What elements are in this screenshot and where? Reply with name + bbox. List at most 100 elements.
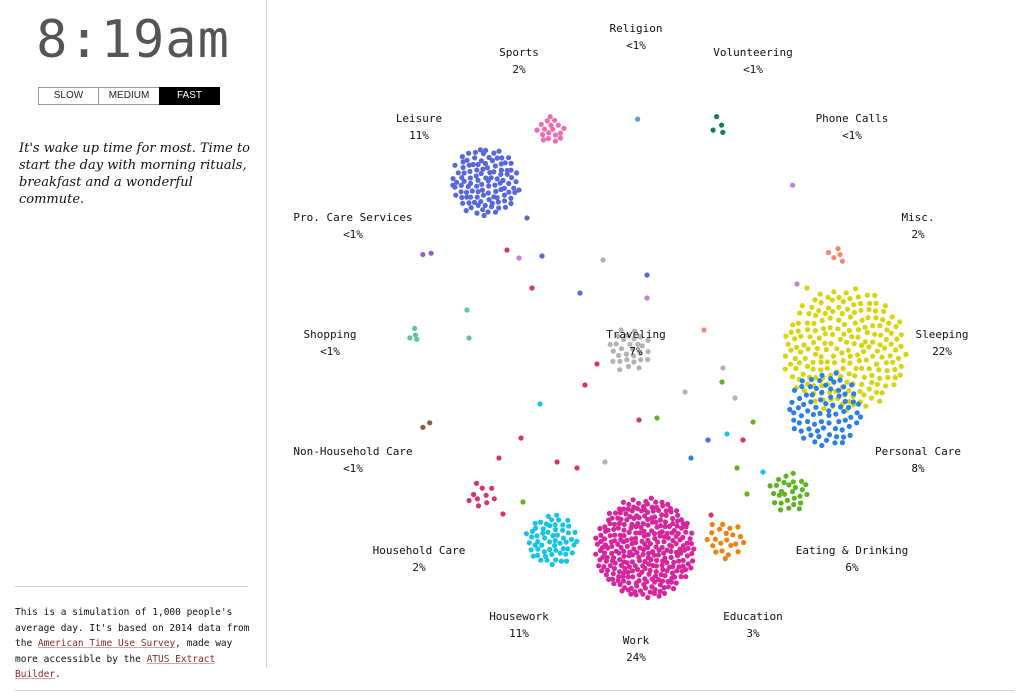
person-dot-housework xyxy=(529,528,535,535)
person-dot-work xyxy=(597,547,603,554)
person-dot-sleeping xyxy=(810,359,816,365)
person-dot-work xyxy=(649,528,655,534)
person-dot-work xyxy=(629,568,635,574)
person-dot-personal-care xyxy=(799,378,805,384)
person-dot-education xyxy=(704,537,710,543)
person-dot-traveling xyxy=(631,353,637,359)
atus-link[interactable]: American Time Use Survey xyxy=(37,638,176,649)
person-dot-personal-care xyxy=(809,392,815,398)
person-dot-personal-care xyxy=(839,440,846,446)
person-dot-sleeping xyxy=(805,346,811,352)
person-dot-sleeping xyxy=(818,354,824,360)
person-dot-leisure xyxy=(479,181,485,187)
person-dot-sleeping xyxy=(795,320,802,326)
person-dot-misc xyxy=(831,255,837,261)
person-dot-personal-care xyxy=(808,376,815,383)
person-dot-sleeping xyxy=(877,342,883,348)
person-dot-work xyxy=(649,504,655,510)
person-dot-work xyxy=(624,517,630,523)
person-dot-work xyxy=(664,530,670,536)
person-dot-sleeping xyxy=(829,297,835,303)
person-dot-sleeping xyxy=(884,368,890,374)
person-dot-sleeping xyxy=(857,388,863,395)
person-dot-leisure xyxy=(468,194,474,200)
person-dot-household-care xyxy=(489,485,495,491)
person-dot-work xyxy=(669,570,676,576)
person-dot-personal-care xyxy=(810,411,817,418)
person-dot-work xyxy=(646,561,652,567)
person-dot-work xyxy=(663,508,669,514)
person-dot-household-care xyxy=(473,480,480,486)
person-dot-work xyxy=(661,585,667,591)
person-dot-traveling xyxy=(635,341,641,347)
person-dot-leisure xyxy=(466,162,472,168)
person-dot-personal-care xyxy=(841,384,847,390)
person-dot-work xyxy=(652,579,658,585)
person-dot-housework xyxy=(569,550,575,556)
person-dot-work xyxy=(651,552,657,558)
person-dot-sleeping xyxy=(805,327,811,333)
person-dot-sleeping xyxy=(812,351,819,357)
speed-medium-button[interactable]: MEDIUM xyxy=(98,87,159,105)
speed-fast-button[interactable]: FAST xyxy=(159,87,220,105)
activity-label-shopping: Shopping <1% xyxy=(250,326,410,360)
person-dot-eating xyxy=(791,495,797,501)
person-dot-sleeping xyxy=(872,292,878,298)
activity-name: Volunteering xyxy=(713,46,793,59)
person-dot-sleeping xyxy=(897,319,903,325)
person-dot-work xyxy=(634,550,640,556)
activity-name: Traveling xyxy=(606,328,666,341)
person-dot-leisure xyxy=(480,192,487,198)
person-dot-work xyxy=(676,564,682,570)
atus-extract-builder-link[interactable]: ATUS Extract Builder xyxy=(15,653,216,681)
person-dot-work xyxy=(689,530,695,536)
person-dot-work xyxy=(674,568,680,574)
person-dot-sleeping xyxy=(870,353,876,359)
person-dot-leisure xyxy=(514,170,520,176)
person-dot-work xyxy=(598,538,604,545)
person-dot-sleeping xyxy=(881,345,888,351)
person-dot-traveling xyxy=(631,359,637,365)
activity-label-non-household: Non-Household Care <1% xyxy=(273,443,433,477)
person-dot-sleeping xyxy=(892,366,898,373)
person-dot-housework xyxy=(549,517,555,523)
person-dot-work xyxy=(673,580,679,586)
person-dot-work xyxy=(629,559,635,565)
person-dot-sleeping xyxy=(806,311,812,317)
person-dot-sleeping xyxy=(891,382,897,388)
person-dot-sports xyxy=(557,130,564,136)
person-dot-work xyxy=(675,530,681,537)
person-dot-personal-care xyxy=(841,408,847,415)
person-dot-eating xyxy=(778,488,785,494)
person-dot-personal-care xyxy=(841,434,847,440)
person-dot-housework xyxy=(558,558,564,564)
person-dot-education xyxy=(717,526,723,532)
person-dot-transit xyxy=(744,491,750,497)
person-dot-work xyxy=(657,517,664,523)
speed-slow-button[interactable]: SLOW xyxy=(38,87,98,105)
person-dot-work xyxy=(631,546,637,552)
person-dot-volunteering xyxy=(710,127,716,133)
activity-name: Leisure xyxy=(395,112,443,125)
person-dot-personal-care xyxy=(828,386,834,392)
person-dot-work xyxy=(603,558,609,564)
person-dot-housework xyxy=(554,512,560,518)
person-dot-sleeping xyxy=(859,381,865,387)
person-dot-personal-care xyxy=(832,440,838,446)
person-dot-leisure xyxy=(485,190,491,196)
activity-percent: <1% xyxy=(343,228,363,241)
person-dot-sleeping xyxy=(898,363,904,369)
person-dot-personal-care xyxy=(811,421,818,427)
person-dot-personal-care xyxy=(805,408,811,414)
person-dot-sleeping xyxy=(855,334,861,340)
person-dot-sleeping xyxy=(883,336,889,343)
person-dot-household-care xyxy=(475,503,482,509)
person-dot-work xyxy=(637,530,643,536)
person-dot-leisure xyxy=(495,199,501,205)
person-dot-work xyxy=(657,588,663,595)
person-dot-transit xyxy=(500,511,506,517)
person-dot-work xyxy=(677,546,683,552)
person-dot-housework xyxy=(557,540,563,546)
person-dot-eating xyxy=(775,476,782,483)
person-dot-sleeping xyxy=(827,325,833,331)
